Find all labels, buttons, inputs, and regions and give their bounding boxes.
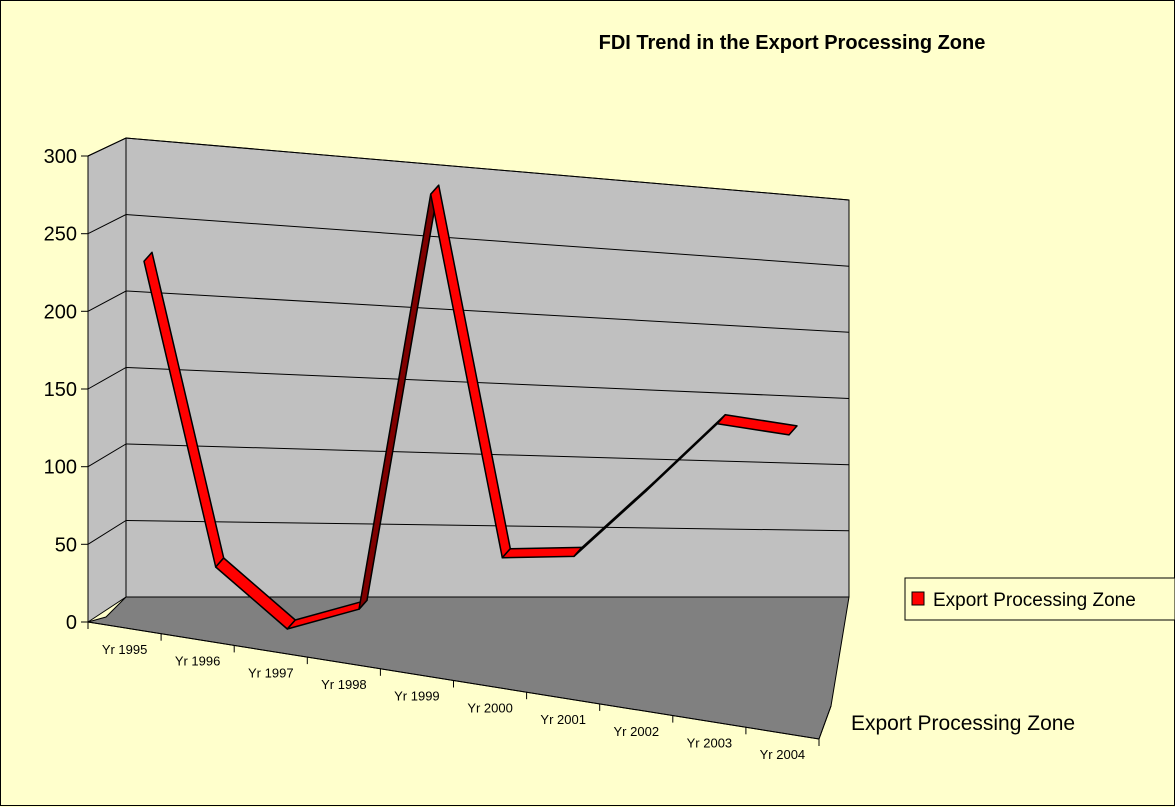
y-tick-label: 250: [44, 224, 77, 246]
x-tick-label: Yr 2002: [614, 724, 660, 739]
series-segment: [502, 547, 582, 557]
y-tick-label: 0: [66, 612, 77, 634]
legend-entry: Export Processing Zone: [933, 590, 1136, 611]
y-tick-label: 50: [55, 534, 77, 556]
x-tick-label: Yr 2004: [760, 747, 806, 762]
x-tick-label: Yr 1995: [102, 642, 148, 657]
y-tick-label: 200: [44, 301, 77, 323]
depth-axis-label: Export Processing Zone: [851, 712, 1075, 735]
x-tick-label: Yr 1999: [394, 689, 440, 704]
legend-swatch: [912, 592, 924, 605]
y-tick-label: 100: [44, 457, 77, 479]
x-tick-label: Yr 1997: [248, 665, 294, 680]
y-tick-label: 300: [44, 146, 77, 168]
y-tick-label: 150: [44, 379, 77, 401]
x-tick-label: Yr 1996: [175, 654, 221, 669]
back-wall: [126, 138, 849, 597]
x-tick-label: Yr 2003: [687, 736, 733, 751]
x-tick-label: Yr 2000: [467, 700, 513, 715]
x-tick-label: Yr 1998: [321, 677, 367, 692]
chart-title: FDI Trend in the Export Processing Zone: [599, 32, 986, 54]
x-tick-label: Yr 2001: [540, 712, 586, 727]
legend: Export Processing Zone: [905, 578, 1175, 620]
y-axis-ticks: 0 50 100 150 200 250 300: [44, 146, 88, 634]
side-wall: [88, 138, 126, 622]
